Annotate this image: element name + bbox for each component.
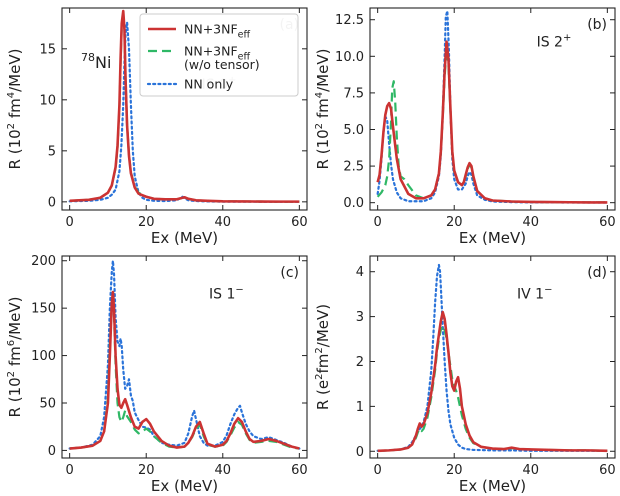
panel-c: 0 20 40 60 0 50 100 150 200 Ex (MeV) R (102 fm6/Me… <box>6 254 308 495</box>
panel-d: 0 20 40 60 0 1 2 3 4 Ex (MeV) R (e2fm2/MeV) (d) IV 1… <box>314 255 616 495</box>
series-nn-only-c <box>68 259 301 450</box>
annotation-d: IV 1− <box>517 284 552 302</box>
x-tick-label-b: 60 <box>599 215 616 230</box>
legend-label-nn3nf: NN+3NFeff <box>184 22 251 41</box>
annotation-b: IS 2+ <box>537 32 572 50</box>
y-tick-label-d: 2 <box>356 355 364 370</box>
x-axis-label-c: Ex (MeV) <box>151 477 218 495</box>
y-axis-label-c: R (102 fm6/MeV) <box>6 297 24 418</box>
x-tick-label-b: 40 <box>523 215 540 230</box>
panel-b: 0 20 40 60 0.0 2.5 5.0 7.5 10.0 12.5 Ex (MeV) R (10… <box>314 7 616 247</box>
y-axis-label-d: R (e2fm2/MeV) <box>314 304 332 410</box>
x-tick-label-a: 40 <box>215 215 232 230</box>
y-tick-label-b: 5.0 <box>343 123 364 138</box>
y-tick-label-c: 100 <box>31 349 56 364</box>
legend-box <box>139 13 299 97</box>
y-tick-label-a: 0 <box>48 195 56 210</box>
legend-label-no-tensor: NN+3NFeff <box>184 44 251 63</box>
plot-frame-c <box>61 255 308 459</box>
series-nn-only-b <box>376 9 609 204</box>
x-axis-label-b: Ex (MeV) <box>459 229 526 247</box>
x-tick-label-c: 40 <box>215 463 232 478</box>
x-axis-label-a: Ex (MeV) <box>151 229 218 247</box>
x-tick-label-c: 0 <box>66 463 74 478</box>
x-tick-label-d: 60 <box>599 463 616 478</box>
nucleus-label: 78Ni <box>81 51 111 72</box>
y-tick-label-a: 10 <box>39 93 56 108</box>
x-axis-label-d: Ex (MeV) <box>459 477 526 495</box>
series-nn3nf-a <box>69 9 300 203</box>
x-tick-label-d: 20 <box>446 463 463 478</box>
y-tick-label-c: 50 <box>39 396 56 411</box>
y-axis-label-b: R (102 fm4/MeV) <box>314 49 332 170</box>
legend-label-extra-no-tensor: (w/o tensor) <box>184 57 260 72</box>
annotation-c: IS 1− <box>209 284 244 302</box>
x-tick-label-a: 20 <box>138 215 155 230</box>
y-tick-label-c: 150 <box>31 302 56 317</box>
y-tick-label-d: 1 <box>356 400 364 415</box>
y-tick-label-c: 200 <box>31 254 56 269</box>
y-tick-label-b: 7.5 <box>343 86 364 101</box>
x-tick-label-d: 40 <box>523 463 540 478</box>
y-tick-label-c: 0 <box>48 444 56 459</box>
y-tick-label-b: 12.5 <box>335 13 364 28</box>
x-tick-label-b: 20 <box>446 215 463 230</box>
x-tick-label-a: 60 <box>291 215 308 230</box>
y-axis-label-a: R (102 fm4/MeV) <box>6 49 24 170</box>
x-tick-label-b: 0 <box>374 215 382 230</box>
x-tick-label-c: 20 <box>138 463 155 478</box>
panel-label-d: (d) <box>587 265 607 281</box>
x-tick-label-c: 60 <box>291 463 308 478</box>
y-tick-label-b: 2.5 <box>343 160 364 175</box>
series-nn3nf-d <box>377 310 608 453</box>
plot-frame-a <box>61 7 308 211</box>
y-tick-label-b: 10.0 <box>335 50 364 65</box>
plot-frame-b <box>369 7 616 211</box>
y-tick-label-d: 4 <box>356 265 364 280</box>
y-tick-label-a: 15 <box>39 42 56 57</box>
y-tick-label-a: 5 <box>48 144 56 159</box>
x-tick-label-d: 0 <box>374 463 382 478</box>
y-tick-label-b: 0.0 <box>343 196 364 211</box>
panel-label-c: (c) <box>280 265 299 281</box>
plot-frame-d <box>369 255 616 459</box>
legend-label-nn-only: NN only <box>184 77 234 92</box>
series-nn3nf-b <box>376 40 608 204</box>
y-tick-label-d: 3 <box>356 310 364 325</box>
y-tick-label-d: 0 <box>356 445 364 460</box>
series-nn3nf-c <box>69 290 300 450</box>
series-no-tensor-b <box>376 47 608 204</box>
x-tick-label-a: 0 <box>66 215 74 230</box>
panel-label-b: (b) <box>587 17 607 33</box>
